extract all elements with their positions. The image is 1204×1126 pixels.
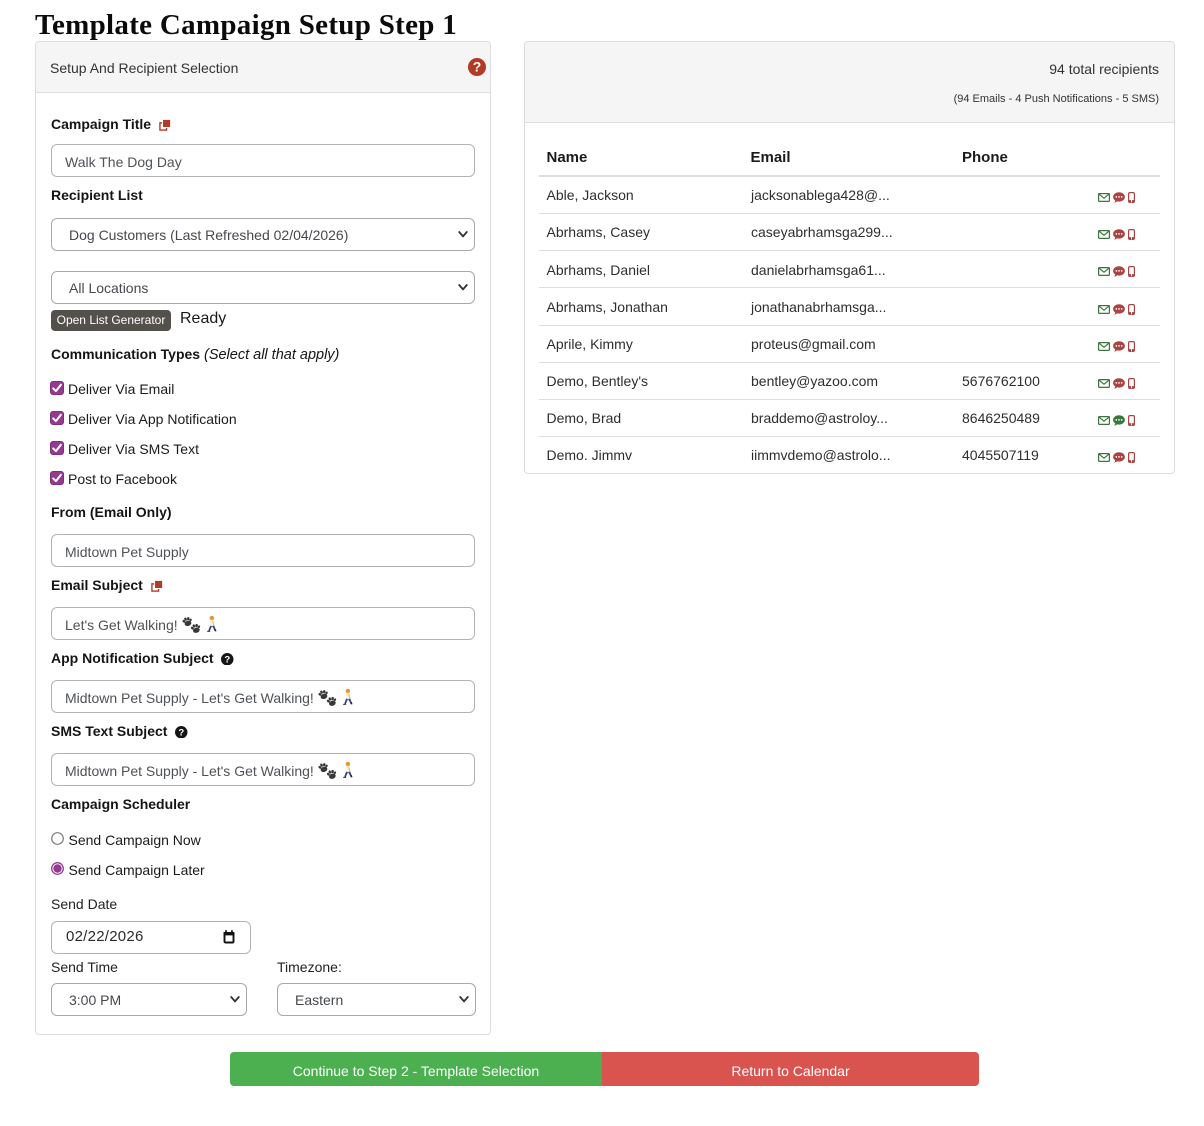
svg-text:?: ? <box>473 59 482 75</box>
svg-text:?: ? <box>179 727 185 738</box>
svg-text:?: ? <box>225 654 231 665</box>
